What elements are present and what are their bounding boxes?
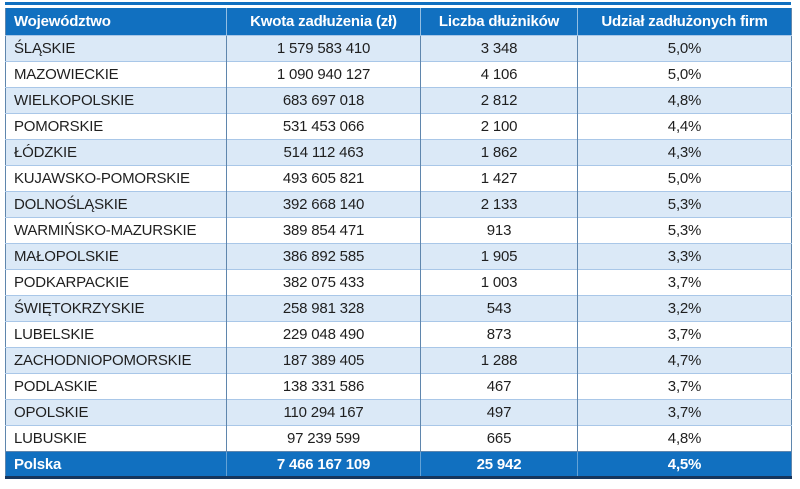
total-kwota-zadluzenia: 7 466 167 109 [226,451,421,478]
cell-liczba-dluznikow: 1 905 [420,243,578,270]
table-row: PODKARPACKIE 382 075 433 1 003 3,7% [5,269,792,296]
cell-liczba-dluznikow: 2 812 [420,87,578,114]
total-row: Polska 7 466 167 109 25 942 4,5% [5,451,792,478]
table-row: POMORSKIE 531 453 066 2 100 4,4% [5,113,792,140]
table-row: OPOLSKIE 110 294 167 497 3,7% [5,399,792,426]
table-row: WIELKOPOLSKIE 683 697 018 2 812 4,8% [5,87,792,114]
cell-udzial-firm: 4,4% [577,113,792,140]
cell-liczba-dluznikow: 497 [420,399,578,426]
cell-kwota-zadluzenia: 138 331 586 [226,373,421,400]
table-row: LUBELSKIE 229 048 490 873 3,7% [5,321,792,348]
cell-wojewodztwo: PODLASKIE [5,373,227,400]
cell-liczba-dluznikow: 2 100 [420,113,578,140]
column-header-kwota-zadluzenia: Kwota zadłużenia (zł) [226,8,421,36]
cell-wojewodztwo: WIELKOPOLSKIE [5,87,227,114]
cell-wojewodztwo: ŚWIĘTOKRZYSKIE [5,295,227,322]
total-udzial-firm: 4,5% [577,451,792,478]
cell-liczba-dluznikow: 1 427 [420,165,578,192]
cell-kwota-zadluzenia: 97 239 599 [226,425,421,452]
cell-kwota-zadluzenia: 392 668 140 [226,191,421,218]
total-label: Polska [5,451,227,478]
cell-kwota-zadluzenia: 258 981 328 [226,295,421,322]
cell-kwota-zadluzenia: 683 697 018 [226,87,421,114]
cell-kwota-zadluzenia: 389 854 471 [226,217,421,244]
table-row: ŚWIĘTOKRZYSKIE 258 981 328 543 3,2% [5,295,792,322]
cell-kwota-zadluzenia: 514 112 463 [226,139,421,166]
cell-kwota-zadluzenia: 493 605 821 [226,165,421,192]
column-header-udzial-firm: Udział zadłużonych firm [577,8,792,36]
cell-udzial-firm: 3,7% [577,321,792,348]
cell-kwota-zadluzenia: 531 453 066 [226,113,421,140]
table-row: DOLNOŚLĄSKIE 392 668 140 2 133 5,3% [5,191,792,218]
cell-kwota-zadluzenia: 382 075 433 [226,269,421,296]
table-row: ŚLĄSKIE 1 579 583 410 3 348 5,0% [5,35,792,62]
cell-udzial-firm: 5,0% [577,165,792,192]
cell-liczba-dluznikow: 913 [420,217,578,244]
column-header-wojewodztwo: Województwo [5,8,227,36]
cell-liczba-dluznikow: 1 003 [420,269,578,296]
cell-liczba-dluznikow: 1 288 [420,347,578,374]
cell-liczba-dluznikow: 1 862 [420,139,578,166]
table-row: KUJAWSKO-POMORSKIE 493 605 821 1 427 5,0% [5,165,792,192]
cell-wojewodztwo: LUBUSKIE [5,425,227,452]
cell-wojewodztwo: PODKARPACKIE [5,269,227,296]
cell-udzial-firm: 4,8% [577,87,792,114]
cell-liczba-dluznikow: 4 106 [420,61,578,88]
cell-liczba-dluznikow: 467 [420,373,578,400]
cell-udzial-firm: 5,3% [577,217,792,244]
cell-liczba-dluznikow: 873 [420,321,578,348]
table-row: ŁÓDZKIE 514 112 463 1 862 4,3% [5,139,792,166]
cell-wojewodztwo: MAZOWIECKIE [5,61,227,88]
cell-kwota-zadluzenia: 386 892 585 [226,243,421,270]
debt-table-page: Województwo Kwota zadłużenia (zł) Liczba… [5,2,792,479]
cell-wojewodztwo: LUBELSKIE [5,321,227,348]
table-row: PODLASKIE 138 331 586 467 3,7% [5,373,792,400]
cell-kwota-zadluzenia: 110 294 167 [226,399,421,426]
debt-by-voivodeship-table: Województwo Kwota zadłużenia (zł) Liczba… [5,8,792,479]
cell-liczba-dluznikow: 665 [420,425,578,452]
cell-liczba-dluznikow: 2 133 [420,191,578,218]
column-header-liczba-dluznikow: Liczba dłużników [420,8,578,36]
header-row: Województwo Kwota zadłużenia (zł) Liczba… [5,8,792,36]
table-row: LUBUSKIE 97 239 599 665 4,8% [5,425,792,452]
cell-wojewodztwo: ŚLĄSKIE [5,35,227,62]
cell-udzial-firm: 4,7% [577,347,792,374]
total-liczba-dluznikow: 25 942 [420,451,578,478]
table-row: MAZOWIECKIE 1 090 940 127 4 106 5,0% [5,61,792,88]
cell-wojewodztwo: DOLNOŚLĄSKIE [5,191,227,218]
cell-udzial-firm: 5,0% [577,35,792,62]
cell-udzial-firm: 3,7% [577,269,792,296]
cell-wojewodztwo: POMORSKIE [5,113,227,140]
cell-wojewodztwo: OPOLSKIE [5,399,227,426]
cell-udzial-firm: 5,0% [577,61,792,88]
cell-kwota-zadluzenia: 187 389 405 [226,347,421,374]
cell-liczba-dluznikow: 543 [420,295,578,322]
cell-udzial-firm: 5,3% [577,191,792,218]
cell-udzial-firm: 3,2% [577,295,792,322]
cell-udzial-firm: 4,8% [577,425,792,452]
cell-udzial-firm: 3,7% [577,399,792,426]
cell-liczba-dluznikow: 3 348 [420,35,578,62]
cell-kwota-zadluzenia: 1 090 940 127 [226,61,421,88]
cell-udzial-firm: 3,7% [577,373,792,400]
cell-wojewodztwo: WARMIŃSKO-MAZURSKIE [5,217,227,244]
cell-udzial-firm: 4,3% [577,139,792,166]
table-row: MAŁOPOLSKIE 386 892 585 1 905 3,3% [5,243,792,270]
cell-udzial-firm: 3,3% [577,243,792,270]
cell-wojewodztwo: MAŁOPOLSKIE [5,243,227,270]
cell-kwota-zadluzenia: 229 048 490 [226,321,421,348]
cell-wojewodztwo: ŁÓDZKIE [5,139,227,166]
table-row: ZACHODNIOPOMORSKIE 187 389 405 1 288 4,7% [5,347,792,374]
table-top-border [5,2,791,5]
table-row: WARMIŃSKO-MAZURSKIE 389 854 471 913 5,3% [5,217,792,244]
cell-wojewodztwo: ZACHODNIOPOMORSKIE [5,347,227,374]
cell-kwota-zadluzenia: 1 579 583 410 [226,35,421,62]
cell-wojewodztwo: KUJAWSKO-POMORSKIE [5,165,227,192]
